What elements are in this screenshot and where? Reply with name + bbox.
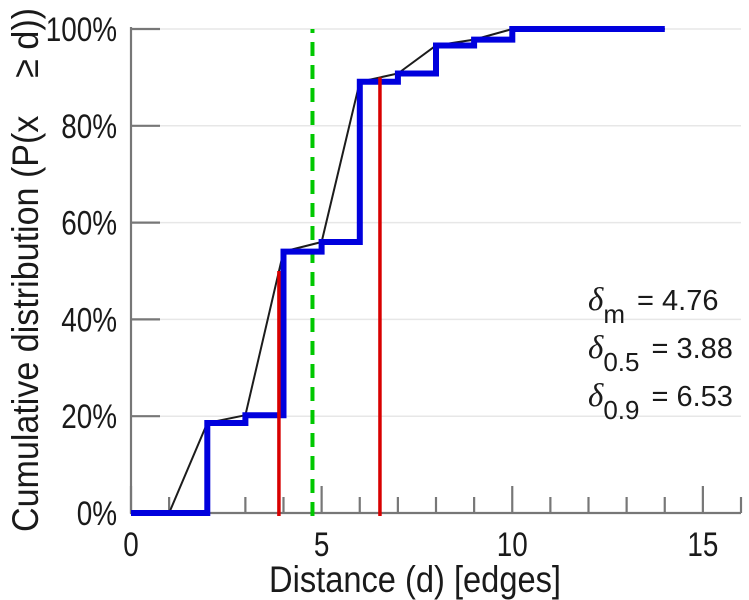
y-tick-label: 0%	[77, 495, 117, 533]
delta-symbol: δ	[588, 282, 604, 318]
series-linear-interpolation	[168, 28, 665, 514]
tick-labels-layer: 0% 20% 40% 60% 80% 100% 0 5 10 15	[46, 11, 719, 564]
delta-symbol: δ	[588, 378, 604, 414]
x-tick-label: 0	[123, 526, 139, 564]
delta-value: = 4.76	[637, 285, 718, 317]
delta-subscript: m	[603, 299, 625, 329]
annotation-delta-05: δ0.5 = 3.88	[588, 330, 733, 377]
delta-value: = 6.53	[652, 381, 733, 413]
y-tick-label: 100%	[46, 11, 117, 49]
data-series-layer	[131, 26, 665, 516]
axes-layer	[129, 27, 741, 515]
gridlines-layer	[131, 28, 741, 514]
y-axis-title: Cumulative distribution (P(x ≥ d))	[5, 8, 46, 532]
annotation-delta-09: δ0.9 = 6.53	[588, 378, 733, 425]
x-tick-label: 5	[314, 526, 330, 564]
svg-text:δm= 4.76: δm = 4.76	[588, 282, 718, 329]
y-tick-label: 40%	[61, 301, 117, 339]
x-axis-title: Distance (d) [edges]	[269, 559, 561, 600]
delta-subscript: 0.9	[603, 395, 639, 425]
tick-marks-layer	[129, 27, 743, 515]
delta-subscript: 0.5	[603, 347, 639, 377]
x-tick-label: 10	[497, 526, 528, 564]
delta-symbol: δ	[588, 330, 604, 366]
x-tick-label: 15	[687, 526, 718, 564]
y-tick-label: 20%	[61, 398, 117, 436]
svg-text:δ0.5= 3.88: δ0.5 = 3.88	[588, 330, 733, 377]
svg-text:δ0.9= 6.53: δ0.9 = 6.53	[588, 378, 733, 425]
series-empirical-cdf-staircase	[131, 26, 665, 516]
percentile-lines-layer	[277, 77, 382, 516]
y-tick-label: 60%	[61, 205, 117, 243]
delta-value: = 3.88	[652, 333, 733, 365]
annotation-delta-mean: δm = 4.76	[588, 282, 718, 329]
y-tick-label: 80%	[61, 108, 117, 146]
